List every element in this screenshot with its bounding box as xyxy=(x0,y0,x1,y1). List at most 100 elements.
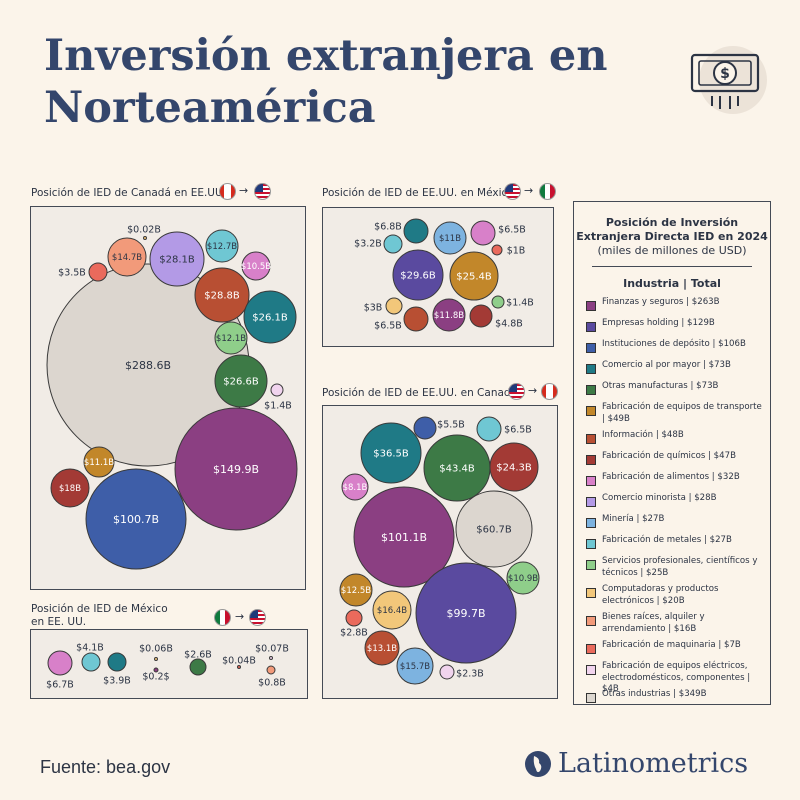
bubble-label: $2.3B xyxy=(456,669,484,680)
bubble-label: $1.4B xyxy=(264,401,292,412)
chart-1-title: Posición de IED de Canadá en EE.UU. xyxy=(31,187,227,199)
legend-swatch xyxy=(586,301,596,311)
bubble-label: $16.4B xyxy=(377,606,407,616)
legend-label: Servicios profesionales, científicos y t… xyxy=(602,556,758,578)
bubble-label: $0.04B xyxy=(222,656,256,667)
legend-title-line-1: Posición de Inversión xyxy=(605,216,739,229)
legend-label: Fabricación de maquinaria | $7B xyxy=(602,640,741,650)
bubble xyxy=(237,665,241,669)
bubble-label: $1B xyxy=(507,246,526,257)
bubble xyxy=(403,218,429,244)
legend-swatch xyxy=(586,693,596,703)
legend-item: Fabricación de maquinaria | $7B xyxy=(574,640,770,661)
bubble xyxy=(339,573,373,607)
legend-swatch xyxy=(586,364,596,374)
legend-label: Información | $48B xyxy=(602,430,684,440)
mexico-flag-icon xyxy=(214,609,231,626)
bubble xyxy=(413,416,437,440)
bubble-label: $2.8B xyxy=(340,628,368,639)
legend-label: Empresas holding | $129B xyxy=(602,318,715,328)
bubble-label: $6.5B xyxy=(374,321,402,332)
chart-4-title: Posición de IED de México en EE. UU. xyxy=(31,603,168,628)
legend-item: Computadoras y productos electrónicos | … xyxy=(574,584,770,612)
chart-3-title: Posición de IED de EE.UU. en Canadá xyxy=(322,387,518,399)
legend-label: Fabricación de equipos de transporte | $… xyxy=(602,402,762,424)
bubble-label: $28.8B xyxy=(204,291,240,302)
bubble xyxy=(489,442,539,492)
legend-swatch xyxy=(586,497,596,507)
bubble-label: $10.5B xyxy=(241,262,271,272)
bubble xyxy=(470,220,496,246)
bubble-label: $6.8B xyxy=(374,222,402,233)
bubble-label: $28.1B xyxy=(159,255,195,266)
arrow-icon: → xyxy=(239,184,249,197)
latinometrics-logo-icon xyxy=(525,750,551,777)
bubble xyxy=(360,422,422,484)
bubble xyxy=(383,234,403,254)
legend-item: Comercio al por mayor | $73B xyxy=(574,360,770,381)
chart-panel-mexico-usa xyxy=(30,629,308,699)
bubble xyxy=(241,251,271,281)
legend-label: Otras manufacturas | $73B xyxy=(602,381,719,391)
bubble xyxy=(341,473,369,501)
title-line-1: Inversión extranjera en xyxy=(44,31,608,81)
bubble-label: $6.5B xyxy=(498,225,526,236)
bubble xyxy=(455,490,533,568)
bubble xyxy=(439,664,455,680)
bubble-label: $12.7B xyxy=(207,242,237,252)
bubble-label: $6.5B xyxy=(504,425,532,436)
legend-label: Comercio al por mayor | $73B xyxy=(602,360,731,370)
legend-label: Computadoras y productos electrónicos | … xyxy=(602,584,719,606)
legend-label: Fabricación de equipos eléctricos, elect… xyxy=(602,661,751,694)
bubble-label: $0.02B xyxy=(127,225,161,236)
bubble xyxy=(469,304,493,328)
bubble xyxy=(47,650,73,676)
bubble xyxy=(149,231,205,287)
bubble xyxy=(506,561,540,595)
legend-title: Posición de Inversión Extranjera Directa… xyxy=(574,216,770,244)
bubble-label: $6.7B xyxy=(46,680,74,691)
bubble xyxy=(50,468,90,508)
bubble xyxy=(432,298,466,332)
legend-divider xyxy=(592,266,752,267)
bubble-label: $5.5B xyxy=(437,420,465,431)
bubble xyxy=(372,590,412,630)
bubble-label: $99.7B xyxy=(446,607,485,620)
legend: Posición de Inversión Extranjera Directa… xyxy=(573,201,771,705)
bubble xyxy=(107,237,147,277)
bubble xyxy=(214,354,268,408)
legend-swatch xyxy=(586,406,596,416)
bubble-label: $11B xyxy=(439,234,461,244)
bubble xyxy=(88,262,108,282)
bubble-label: $26.6B xyxy=(223,377,259,388)
bubble-label: $288.6B xyxy=(125,359,171,372)
legend-swatch xyxy=(586,476,596,486)
bubble-label: $15.7B xyxy=(400,662,430,672)
bubble xyxy=(83,446,115,478)
bubble-label: $0.2$ xyxy=(142,672,169,683)
bubble xyxy=(345,609,363,627)
legend-item: Instituciones de depósito | $106B xyxy=(574,339,770,360)
legend-swatch xyxy=(586,539,596,549)
bubble-label: $26.1B xyxy=(252,313,288,324)
legend-subtitle: (miles de millones de USD) xyxy=(597,244,747,257)
legend-swatch xyxy=(586,644,596,654)
bubble-label: $4.1B xyxy=(76,643,104,654)
bubble-label: $0.06B xyxy=(139,644,173,655)
bubble xyxy=(81,652,101,672)
legend-label: Fabricación de químicos | $47B xyxy=(602,451,736,461)
chart-2-title: Posición de IED de EE.UU. en México xyxy=(322,187,514,199)
bubble xyxy=(154,657,158,661)
legend-item: Empresas holding | $129B xyxy=(574,318,770,339)
legend-item: Otras manufacturas | $73B xyxy=(574,381,770,402)
arrow-icon: → xyxy=(528,384,538,397)
legend-item: Otras industrias | $349B xyxy=(574,689,770,710)
bubble xyxy=(449,251,499,301)
legend-title-line-2: Extranjera Directa IED en 2024 xyxy=(576,230,768,243)
legend-item: Información | $48B xyxy=(574,430,770,451)
bubble xyxy=(396,647,434,685)
bubble xyxy=(243,290,297,344)
bubble xyxy=(85,468,187,570)
legend-label: Bienes raíces, alquiler y arrendamiento … xyxy=(602,612,705,634)
